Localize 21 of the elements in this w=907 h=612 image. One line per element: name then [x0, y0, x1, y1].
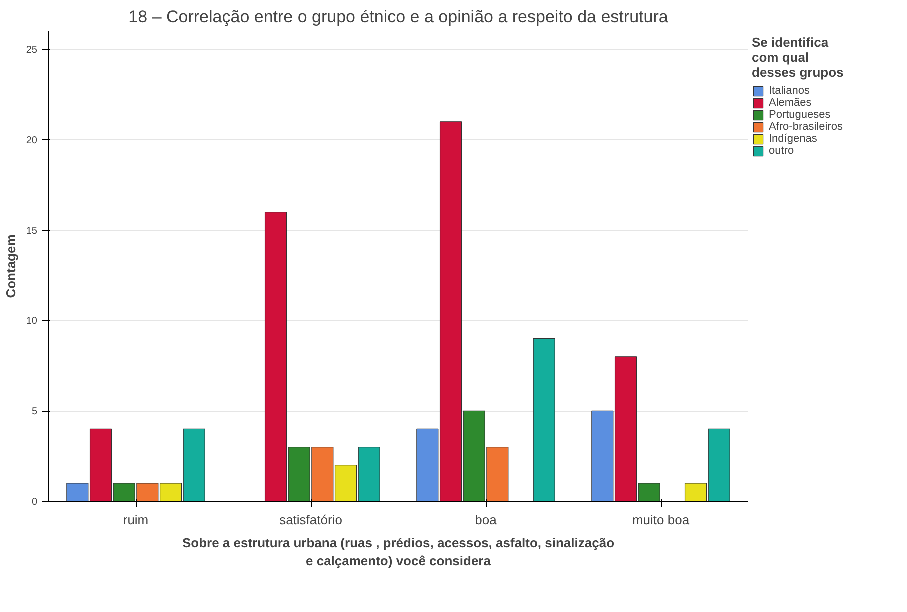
- legend-label: Indígenas: [769, 133, 818, 145]
- x-tick-label: ruim: [123, 512, 149, 528]
- y-tick-label: 5: [32, 406, 38, 418]
- legend-label: Italianos: [769, 85, 810, 97]
- y-tick-label: 0: [32, 497, 38, 508]
- legend-label: outro: [769, 145, 794, 157]
- x-tick-label: muito boa: [632, 512, 690, 528]
- y-tick-label: 20: [26, 135, 38, 146]
- y-axis-title: Contagem: [3, 234, 18, 298]
- x-axis-title: Sobre a estrutura urbana (ruas , prédios, acessos, asfalto, sinalização e calçamento) você considera: [182, 536, 615, 568]
- chart-title: 18 – Correlação entre o grupo étnico e a opinião a respeito da estrutura: [128, 8, 669, 26]
- y-tick-label: 10: [26, 316, 38, 328]
- bar: [533, 338, 556, 502]
- legend-label: Alemães: [769, 97, 812, 109]
- y-tick-label: 25: [26, 45, 38, 56]
- legend-label: Afro-brasileiros: [769, 121, 843, 133]
- y-tick-label: 15: [26, 226, 38, 237]
- x-tick-label: satisfatório: [280, 512, 342, 528]
- x-tick-label: boa: [475, 512, 498, 528]
- legend-label: Portugueses: [769, 109, 831, 121]
- legend-title: Se identifica com qual desses grupos: [752, 35, 844, 80]
